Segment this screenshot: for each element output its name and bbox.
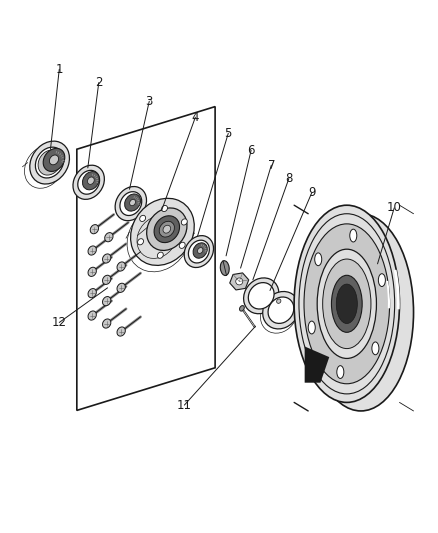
Ellipse shape <box>154 216 179 243</box>
Ellipse shape <box>43 148 65 172</box>
Ellipse shape <box>88 246 96 255</box>
Ellipse shape <box>243 278 278 314</box>
Ellipse shape <box>35 147 64 178</box>
Ellipse shape <box>115 187 146 221</box>
Ellipse shape <box>139 215 145 222</box>
Ellipse shape <box>162 225 170 233</box>
Ellipse shape <box>378 274 385 287</box>
Ellipse shape <box>235 278 242 285</box>
Ellipse shape <box>117 262 125 271</box>
Text: 6: 6 <box>247 144 254 157</box>
Ellipse shape <box>73 165 104 199</box>
Ellipse shape <box>102 296 110 306</box>
Polygon shape <box>77 107 215 410</box>
Ellipse shape <box>349 229 356 242</box>
Ellipse shape <box>193 243 207 258</box>
Text: 9: 9 <box>307 187 315 199</box>
Ellipse shape <box>38 150 61 175</box>
Ellipse shape <box>239 305 244 311</box>
Ellipse shape <box>88 311 96 320</box>
Ellipse shape <box>88 288 96 298</box>
Ellipse shape <box>102 319 110 328</box>
Text: 4: 4 <box>191 111 199 124</box>
Ellipse shape <box>49 155 58 165</box>
Ellipse shape <box>303 224 389 384</box>
Ellipse shape <box>161 205 167 212</box>
Ellipse shape <box>293 205 399 402</box>
Ellipse shape <box>179 242 185 248</box>
Text: 12: 12 <box>52 316 67 329</box>
Text: 8: 8 <box>285 172 292 185</box>
Ellipse shape <box>120 192 141 215</box>
Ellipse shape <box>82 172 99 190</box>
Ellipse shape <box>117 327 125 336</box>
Ellipse shape <box>197 248 202 253</box>
Ellipse shape <box>322 259 370 349</box>
Ellipse shape <box>307 214 413 411</box>
Text: 3: 3 <box>145 95 152 108</box>
Ellipse shape <box>248 282 273 309</box>
Ellipse shape <box>157 252 163 259</box>
Text: 1: 1 <box>55 63 63 76</box>
Ellipse shape <box>146 208 187 251</box>
Ellipse shape <box>268 297 293 324</box>
Ellipse shape <box>78 171 99 194</box>
Ellipse shape <box>88 267 96 277</box>
Ellipse shape <box>184 236 213 268</box>
Ellipse shape <box>105 232 113 242</box>
Ellipse shape <box>181 219 187 225</box>
Ellipse shape <box>371 342 378 355</box>
Ellipse shape <box>276 299 280 303</box>
Polygon shape <box>229 273 248 290</box>
Ellipse shape <box>130 198 194 265</box>
Text: 11: 11 <box>177 399 191 411</box>
Ellipse shape <box>30 141 69 184</box>
Ellipse shape <box>117 283 125 293</box>
Ellipse shape <box>137 239 143 245</box>
Ellipse shape <box>316 249 375 358</box>
Polygon shape <box>304 346 328 383</box>
Text: 7: 7 <box>267 159 275 172</box>
Ellipse shape <box>159 221 174 237</box>
Ellipse shape <box>220 261 229 276</box>
Text: 10: 10 <box>386 201 401 214</box>
Ellipse shape <box>262 292 299 329</box>
Ellipse shape <box>336 366 343 378</box>
Text: 5: 5 <box>224 127 231 140</box>
Ellipse shape <box>336 284 357 324</box>
Ellipse shape <box>102 254 110 263</box>
Text: 2: 2 <box>95 76 102 89</box>
Ellipse shape <box>90 224 98 234</box>
Ellipse shape <box>331 275 361 333</box>
Ellipse shape <box>87 177 94 184</box>
Ellipse shape <box>124 194 140 211</box>
Ellipse shape <box>102 275 110 285</box>
Ellipse shape <box>314 253 321 265</box>
Ellipse shape <box>129 199 135 206</box>
Ellipse shape <box>307 321 314 334</box>
Ellipse shape <box>188 240 209 263</box>
